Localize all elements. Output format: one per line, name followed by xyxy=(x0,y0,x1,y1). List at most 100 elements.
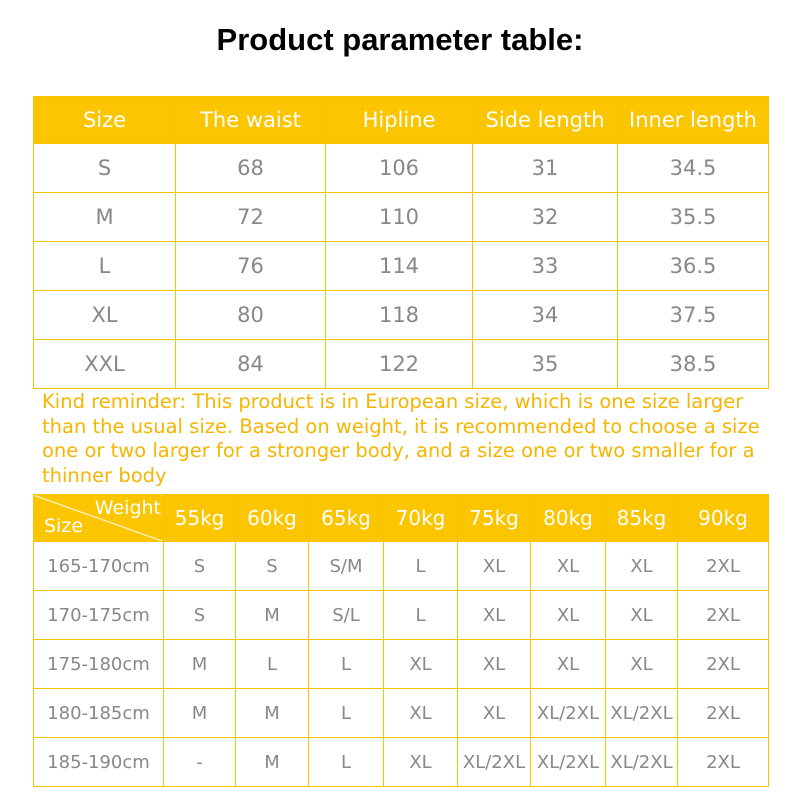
table-cell: 76 xyxy=(175,241,326,291)
table-cell: M xyxy=(33,192,176,242)
table-cell: S xyxy=(33,143,176,193)
size-label: Size xyxy=(44,515,84,537)
column-header: Inner length xyxy=(617,96,769,144)
table-cell: M xyxy=(163,688,236,738)
table-cell: XL xyxy=(605,639,678,689)
column-header: Hipline xyxy=(325,96,473,144)
table-cell: XL xyxy=(530,541,606,591)
table-cell: 110 xyxy=(325,192,473,242)
kind-reminder: Kind reminder: This product is in Europe… xyxy=(42,390,760,487)
weight-header: 90kg xyxy=(677,494,769,542)
table-cell: M xyxy=(235,737,309,787)
table-cell: 34.5 xyxy=(617,143,769,193)
table-cell: 34 xyxy=(472,290,618,340)
table-row: XXL 84 122 35 38.5 xyxy=(33,339,769,389)
table-cell: 37.5 xyxy=(617,290,769,340)
column-header: The waist xyxy=(175,96,326,144)
table-cell: XL/2XL xyxy=(457,737,531,787)
table-cell: S xyxy=(163,590,236,640)
table-cell: 114 xyxy=(325,241,473,291)
table-cell: 32 xyxy=(472,192,618,242)
table-cell: XL xyxy=(457,639,531,689)
table-cell: 33 xyxy=(472,241,618,291)
table-cell: XL xyxy=(457,541,531,591)
size-parameter-table: Size The waist Hipline Side length Inner len… xyxy=(33,96,769,389)
table-cell: 2XL xyxy=(677,541,769,591)
table-cell: XL xyxy=(33,290,176,340)
table-cell: 122 xyxy=(325,339,473,389)
table-cell: XL/2XL xyxy=(605,688,678,738)
corner-header: Weight Size xyxy=(33,494,164,542)
weight-label: Weight xyxy=(94,497,161,519)
table-cell: XL xyxy=(383,639,458,689)
table-cell: M xyxy=(235,688,309,738)
table-cell: L xyxy=(33,241,176,291)
table-cell: L xyxy=(308,688,384,738)
column-header: Side length xyxy=(472,96,618,144)
table-cell: S/M xyxy=(308,541,384,591)
table-cell: 35.5 xyxy=(617,192,769,242)
table-cell: 38.5 xyxy=(617,339,769,389)
column-header: Size xyxy=(33,96,176,144)
table-cell: XL xyxy=(605,590,678,640)
table-row: S 68 106 31 34.5 xyxy=(33,143,769,193)
table-row: XL 80 118 34 37.5 xyxy=(33,290,769,340)
table-cell: 36.5 xyxy=(617,241,769,291)
table-row: L 76 114 33 36.5 xyxy=(33,241,769,291)
table-row: M 72 110 32 35.5 xyxy=(33,192,769,242)
table-cell: M xyxy=(163,639,236,689)
table-cell: S xyxy=(235,541,309,591)
table-cell: M xyxy=(235,590,309,640)
table-cell: 2XL xyxy=(677,590,769,640)
table-row: 170-175cm S M S/L L XL XL XL 2XL xyxy=(33,590,769,640)
table-cell: 84 xyxy=(175,339,326,389)
table-cell: L xyxy=(383,590,458,640)
weight-header: 75kg xyxy=(457,494,531,542)
table-row: 180-185cm M M L XL XL XL/2XL XL/2XL 2XL xyxy=(33,688,769,738)
table-cell: XL xyxy=(457,590,531,640)
height-cell: 170-175cm xyxy=(33,590,164,640)
weight-header: 55kg xyxy=(163,494,236,542)
page-title: Product parameter table: xyxy=(216,22,584,57)
table-cell: XL/2XL xyxy=(605,737,678,787)
weight-header: 60kg xyxy=(235,494,309,542)
weight-header: 85kg xyxy=(605,494,678,542)
table-cell: 118 xyxy=(325,290,473,340)
table-cell: 35 xyxy=(472,339,618,389)
height-cell: 165-170cm xyxy=(33,541,164,591)
table-cell: 31 xyxy=(472,143,618,193)
table-cell: L xyxy=(308,639,384,689)
table-cell: S/L xyxy=(308,590,384,640)
table-cell: XL/2XL xyxy=(530,688,606,738)
table-cell: L xyxy=(308,737,384,787)
table-cell: S xyxy=(163,541,236,591)
table-cell: 72 xyxy=(175,192,326,242)
weight-header: 80kg xyxy=(530,494,606,542)
table-row: 175-180cm M L L XL XL XL XL 2XL xyxy=(33,639,769,689)
table-cell: XL xyxy=(530,590,606,640)
weight-size-table: Weight Size 55kg 60kg 65kg 70kg 75kg 80kg 85kg 90… xyxy=(33,494,769,787)
table-cell: - xyxy=(163,737,236,787)
table-cell: 68 xyxy=(175,143,326,193)
table-cell: L xyxy=(235,639,309,689)
table-cell: 2XL xyxy=(677,737,769,787)
table-cell: XL xyxy=(457,688,531,738)
table-cell: XL/2XL xyxy=(530,737,606,787)
table-row: 165-170cm S S S/M L XL XL XL 2XL xyxy=(33,541,769,591)
weight-header: 70kg xyxy=(383,494,458,542)
table-row: 185-190cm - M L XL XL/2XL XL/2XL XL/2XL 2XL xyxy=(33,737,769,787)
table-cell: L xyxy=(383,541,458,591)
height-cell: 180-185cm xyxy=(33,688,164,738)
table-cell: XXL xyxy=(33,339,176,389)
table-cell: XL xyxy=(383,737,458,787)
table-cell: XL xyxy=(530,639,606,689)
table-cell: 106 xyxy=(325,143,473,193)
height-cell: 185-190cm xyxy=(33,737,164,787)
table-cell: XL xyxy=(605,541,678,591)
table-cell: 80 xyxy=(175,290,326,340)
table-cell: 2XL xyxy=(677,639,769,689)
table-cell: 2XL xyxy=(677,688,769,738)
weight-header: 65kg xyxy=(308,494,384,542)
table-cell: XL xyxy=(383,688,458,738)
height-cell: 175-180cm xyxy=(33,639,164,689)
